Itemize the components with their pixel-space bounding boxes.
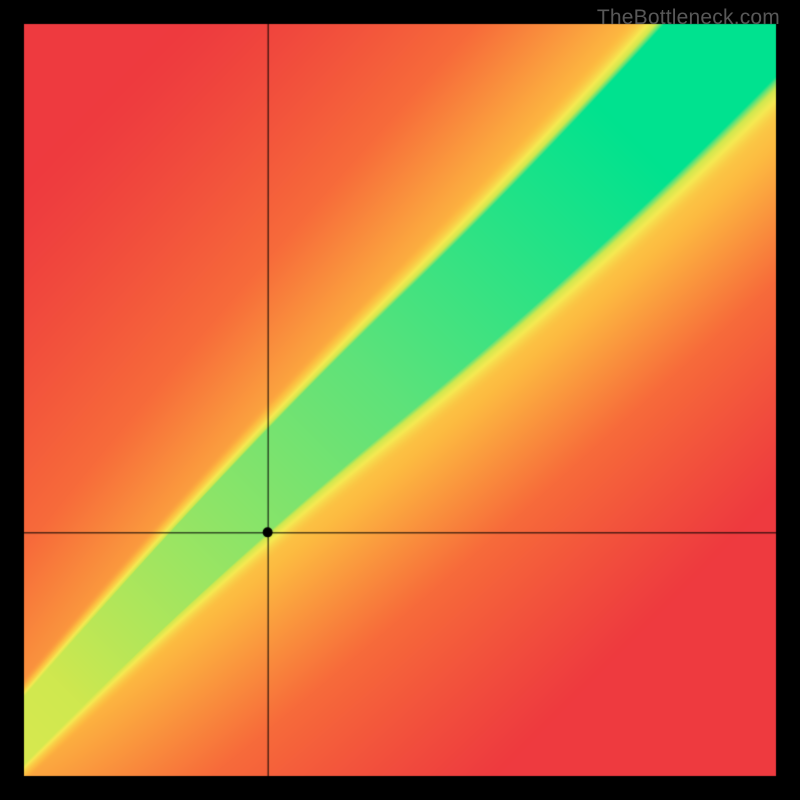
bottleneck-heatmap <box>0 0 800 800</box>
watermark-text: TheBottleneck.com <box>597 6 780 30</box>
chart-container: { "watermark": { "text": "TheBottleneck.… <box>0 0 800 800</box>
